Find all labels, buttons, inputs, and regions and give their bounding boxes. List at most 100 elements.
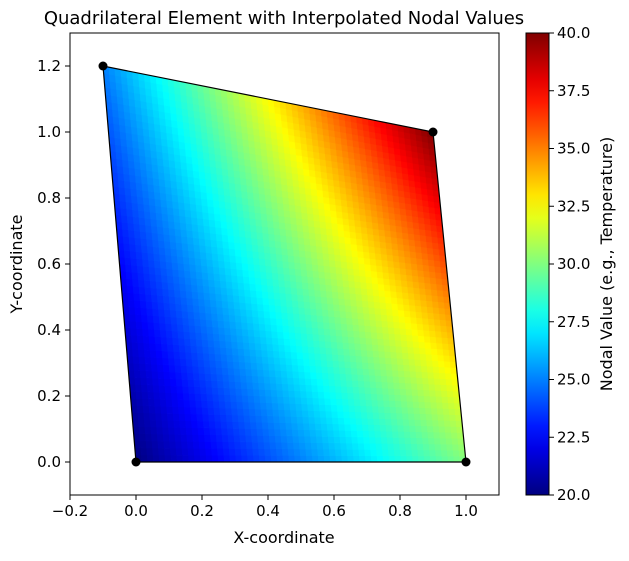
field-cell (200, 191, 208, 200)
field-cell (243, 217, 251, 226)
field-cell (278, 215, 286, 224)
field-cell (264, 455, 272, 462)
field-cell (199, 448, 207, 456)
field-cell (143, 342, 151, 351)
field-cell (402, 358, 410, 366)
field-cell (328, 385, 337, 393)
field-cell (278, 286, 287, 294)
field-cell (347, 329, 355, 338)
field-cell (248, 211, 256, 220)
field-cell (220, 287, 228, 296)
field-cell (190, 210, 198, 219)
field-cell (440, 449, 449, 457)
field-cell (280, 234, 288, 243)
field-cell (152, 177, 160, 187)
field-cell (205, 386, 213, 395)
field-cell (314, 423, 322, 431)
field-cell (198, 305, 206, 314)
field-cell (176, 454, 184, 462)
field-cell (219, 207, 227, 216)
element-nodes (98, 61, 471, 467)
y-tick-label: 0.2 (37, 387, 61, 405)
field-cell (334, 379, 342, 387)
field-cell (281, 254, 289, 263)
field-cell (404, 322, 413, 330)
field-cell (301, 410, 309, 418)
field-cell (427, 318, 436, 326)
field-cell (427, 377, 436, 385)
field-cell (427, 312, 435, 320)
field-cell (289, 274, 297, 283)
field-cell (266, 278, 274, 287)
field-cell (143, 412, 151, 421)
field-cell (354, 342, 362, 351)
field-cell (294, 332, 302, 340)
field-cell (379, 295, 387, 304)
field-cell (178, 276, 186, 285)
field-cell (433, 259, 441, 268)
field-cell (392, 309, 400, 317)
field-cell (369, 436, 377, 444)
field-cell (417, 455, 426, 462)
field-cell (409, 250, 417, 259)
field-cell (393, 267, 401, 275)
field-cell (298, 442, 307, 450)
field-cell (228, 448, 236, 456)
field-cell (244, 223, 252, 232)
field-cell (388, 455, 396, 462)
field-cell (245, 441, 254, 450)
field-cell (155, 419, 163, 428)
field-cell (198, 238, 206, 247)
field-cell (235, 321, 243, 330)
field-cell (316, 442, 324, 450)
field-cell (361, 294, 369, 302)
field-cell (240, 249, 248, 258)
field-cell (305, 455, 314, 462)
field-cell (328, 253, 336, 261)
field-cell (389, 339, 397, 347)
field-cell (115, 144, 123, 154)
field-cell (315, 239, 323, 247)
field-cell (417, 335, 426, 343)
field-cell (397, 364, 405, 372)
field-cell (270, 259, 278, 268)
field-cell (428, 265, 436, 273)
field-cell (166, 413, 175, 421)
field-cell (399, 261, 407, 270)
field-cell (139, 300, 147, 309)
field-cell (300, 390, 308, 398)
field-cell (179, 222, 188, 231)
field-cell (293, 313, 301, 321)
field-cell (210, 306, 218, 315)
field-cell (386, 437, 394, 444)
field-cell (270, 455, 278, 462)
field-cell (146, 238, 154, 248)
field-cell (369, 374, 377, 382)
field-cell (383, 400, 391, 408)
field-cell (211, 246, 219, 255)
field-cell (191, 291, 199, 300)
field-cell (123, 180, 132, 190)
field-cell (370, 455, 378, 462)
field-cell (268, 435, 276, 443)
field-cell (288, 390, 296, 398)
field-cell (399, 267, 407, 276)
field-cell (329, 455, 337, 462)
field-cell (366, 288, 374, 296)
field-cell (179, 358, 188, 367)
field-cell (387, 326, 396, 335)
field-cell (261, 356, 269, 364)
field-cell (327, 429, 335, 437)
field-cell (185, 420, 193, 429)
field-cell (136, 405, 144, 414)
field-cell (282, 260, 290, 269)
field-cell (271, 337, 279, 345)
field-cell (195, 400, 203, 408)
field-cell (163, 240, 172, 249)
field-cell (288, 204, 297, 213)
field-cell (253, 395, 261, 403)
field-cell (258, 388, 266, 397)
field-cell (192, 441, 200, 449)
field-cell (277, 337, 285, 346)
